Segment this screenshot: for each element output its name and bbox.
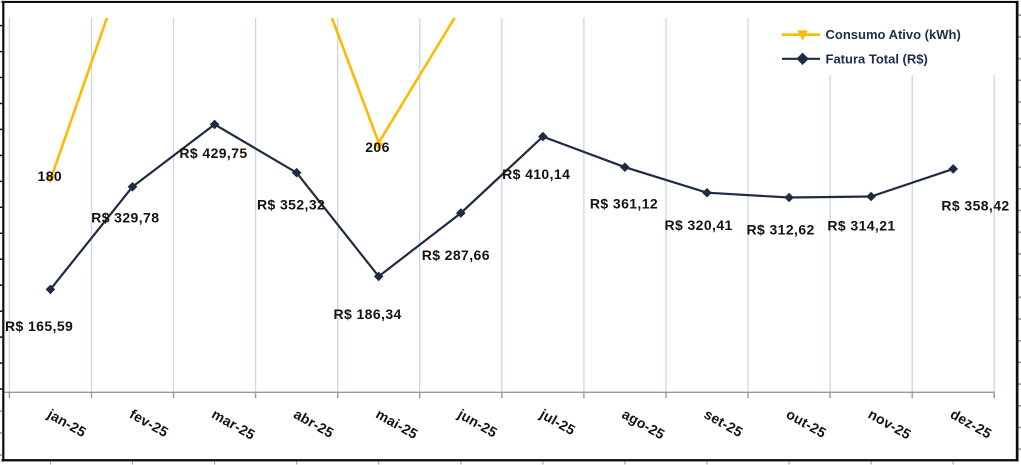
svg-text:R$ 165,59: R$ 165,59 [5,318,73,334]
svg-text:R$ 320,41: R$ 320,41 [664,217,732,233]
svg-text:Consumo Ativo (kWh): Consumo Ativo (kWh) [826,27,961,42]
svg-text:R$ 429,75: R$ 429,75 [179,145,247,161]
svg-text:R$ 361,12: R$ 361,12 [590,195,658,211]
svg-text:R$ 312,62: R$ 312,62 [746,222,814,238]
svg-text:R$ 410,14: R$ 410,14 [502,166,570,182]
svg-text:Fatura Total (R$): Fatura Total (R$) [826,51,928,66]
svg-text:R$ 329,78: R$ 329,78 [91,210,159,226]
svg-text:R$ 287,66: R$ 287,66 [422,247,490,263]
svg-text:R$ 352,32: R$ 352,32 [257,196,325,212]
svg-text:R$ 186,34: R$ 186,34 [333,306,401,322]
svg-text:206: 206 [365,139,390,155]
svg-text:R$ 358,42: R$ 358,42 [941,198,1009,214]
svg-text:180: 180 [38,168,63,184]
svg-text:R$ 314,21: R$ 314,21 [827,217,895,233]
